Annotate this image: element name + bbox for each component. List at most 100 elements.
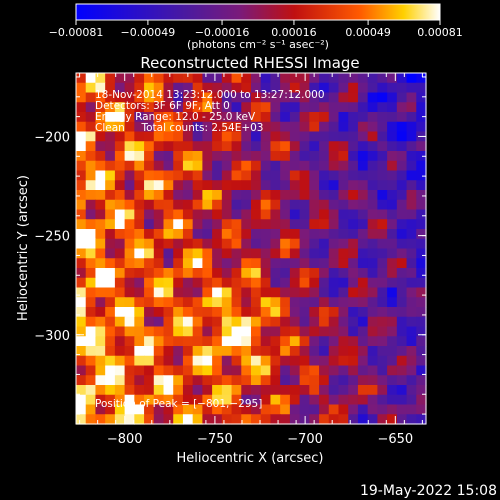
heatmap-pixel (260, 229, 272, 240)
heatmap-pixel (144, 219, 155, 230)
heatmap-pixel (338, 121, 349, 133)
heatmap-pixel (367, 355, 378, 367)
heatmap-pixel (76, 268, 87, 279)
heatmap-pixel (396, 73, 408, 84)
heatmap-pixel (289, 248, 301, 259)
heatmap-pixel (251, 248, 262, 259)
heatmap-pixel (319, 190, 330, 201)
heatmap-pixel (241, 190, 252, 201)
heatmap-pixel (173, 121, 184, 133)
heatmap-pixel (309, 268, 320, 279)
heatmap-pixel (95, 277, 106, 289)
heatmap-pixel (202, 141, 213, 152)
heatmap-pixel (406, 277, 417, 289)
heatmap-pixel (241, 248, 252, 259)
heatmap-pixel (377, 238, 388, 250)
heatmap-pixel (289, 365, 301, 376)
heatmap-pixel (134, 73, 145, 84)
heatmap-pixel (251, 258, 262, 269)
heatmap-pixel (377, 385, 388, 396)
heatmap-pixel (299, 375, 310, 386)
heatmap-pixel (76, 73, 87, 84)
heatmap-pixel (95, 346, 106, 357)
heatmap-pixel (377, 219, 388, 230)
heatmap-pixel (182, 336, 194, 347)
heatmap-pixel (367, 404, 378, 415)
heatmap-pixel (163, 355, 174, 367)
heatmap-pixel (357, 238, 369, 250)
heatmap-pixel (192, 73, 203, 84)
heatmap-pixel (124, 297, 135, 308)
heatmap-pixel (280, 219, 291, 230)
annotation-time: 18-Nov-2014 13:23:12.000 to 13:27:12.000 (95, 89, 325, 101)
heatmap-pixel (260, 375, 272, 386)
heatmap-pixel (241, 297, 252, 308)
heatmap-pixel (202, 180, 213, 191)
heatmap-pixel (367, 287, 378, 298)
heatmap-pixel (289, 121, 301, 133)
heatmap-pixel (270, 219, 281, 230)
heatmap-pixel (280, 238, 291, 250)
heatmap-pixel (377, 365, 388, 376)
heatmap-pixel (153, 248, 165, 259)
heatmap-pixel (280, 151, 291, 162)
heatmap-pixel (396, 151, 408, 162)
heatmap-pixel (114, 131, 126, 142)
heatmap-pixel (270, 170, 281, 181)
heatmap-pixel (202, 375, 213, 386)
heatmap-pixel (348, 180, 359, 191)
heatmap-pixel (367, 92, 378, 103)
heatmap-pixel (221, 199, 233, 211)
heatmap-pixel (182, 180, 194, 191)
heatmap-pixel (357, 326, 369, 337)
heatmap-pixel (406, 219, 417, 230)
heatmap-pixel (85, 258, 97, 269)
heatmap-pixel (85, 141, 97, 152)
heatmap-pixel (367, 219, 378, 230)
heatmap-pixel (153, 199, 165, 211)
heatmap-pixel (231, 316, 242, 328)
heatmap-pixel (241, 316, 252, 328)
heatmap-pixel (114, 199, 126, 211)
heatmap-pixel (270, 229, 281, 240)
heatmap-pixel (406, 385, 417, 396)
heatmap-pixel (85, 346, 97, 357)
heatmap-pixel (114, 73, 126, 84)
heatmap-pixel (182, 375, 194, 386)
heatmap-pixel (76, 375, 87, 386)
heatmap-pixel (202, 92, 213, 103)
heatmap-pixel (377, 82, 388, 94)
heatmap-pixel (134, 326, 145, 337)
heatmap-pixel (309, 394, 320, 406)
heatmap-pixel (231, 92, 242, 103)
heatmap-pixel (212, 258, 223, 269)
heatmap-pixel (319, 287, 330, 298)
heatmap-pixel (85, 229, 97, 240)
heatmap-pixel (396, 209, 408, 220)
heatmap-pixel (377, 346, 388, 357)
heatmap-pixel (221, 375, 233, 386)
heatmap-pixel (231, 385, 242, 396)
heatmap-pixel (231, 268, 242, 279)
heatmap-pixel (406, 336, 417, 347)
heatmap-pixel (357, 287, 369, 298)
heatmap-pixel (416, 121, 427, 133)
heatmap-pixel (367, 199, 378, 211)
heatmap-pixel (387, 121, 398, 133)
heatmap-pixel (328, 82, 340, 94)
heatmap-pixel (309, 229, 320, 240)
heatmap-pixel (144, 92, 155, 103)
heatmap-pixel (280, 112, 291, 123)
heatmap-pixel (319, 229, 330, 240)
heatmap-pixel (163, 258, 174, 269)
heatmap-pixel (231, 258, 242, 269)
heatmap-pixel (396, 268, 408, 279)
heatmap-pixel (105, 199, 116, 211)
heatmap-pixel (338, 92, 349, 103)
heatmap-pixel (348, 355, 359, 367)
heatmap-pixel (319, 199, 330, 211)
heatmap-pixel (163, 414, 174, 425)
heatmap-pixel (202, 297, 213, 308)
heatmap-pixel (251, 92, 262, 103)
heatmap-pixel (202, 268, 213, 279)
